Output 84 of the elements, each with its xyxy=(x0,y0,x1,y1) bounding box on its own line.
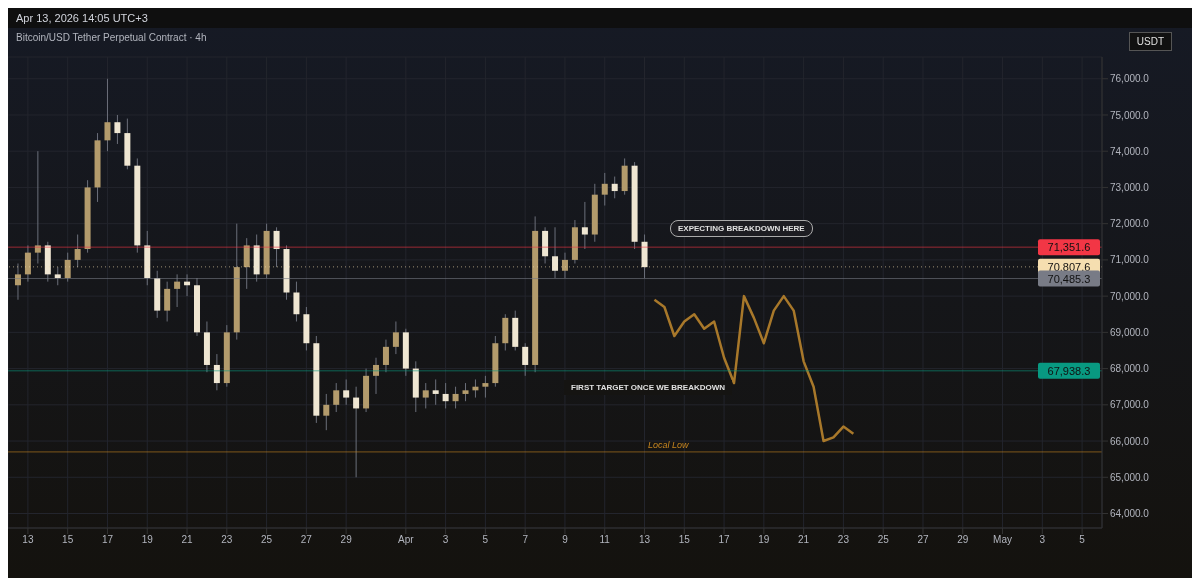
ref-line-label: Local Low xyxy=(648,439,690,450)
x-tick-label: 13 xyxy=(22,534,34,546)
candlestick xyxy=(34,150,41,265)
candlestick xyxy=(432,378,439,406)
candlestick xyxy=(243,237,250,290)
x-tick-label: 25 xyxy=(877,534,890,546)
candlestick xyxy=(482,375,489,399)
x-tick-label: 19 xyxy=(758,534,770,546)
x-tick-label: 13 xyxy=(638,534,651,546)
x-tick-label: 27 xyxy=(300,534,313,546)
annotation: EXPECTING BREAKDOWN HERE xyxy=(670,220,813,237)
x-tick-label: 29 xyxy=(957,534,969,546)
y-tick-label: 66,000.0 xyxy=(1110,435,1150,447)
x-tick-label: 27 xyxy=(917,534,929,546)
x-tick-label: 9 xyxy=(562,534,569,546)
x-tick-label: Apr xyxy=(398,534,415,546)
candlestick xyxy=(104,78,111,152)
y-tick-label: 67,000.0 xyxy=(1110,399,1150,411)
candlestick xyxy=(273,226,280,268)
ref-line-label: 70,807.6 xyxy=(1047,260,1091,273)
candlestick xyxy=(293,281,300,322)
x-tick-label: 17 xyxy=(101,534,114,546)
y-tick-label: 76,000.0 xyxy=(1110,73,1150,85)
candlestick xyxy=(422,382,429,409)
text: USDT xyxy=(1128,32,1172,51)
candlestick xyxy=(452,386,459,409)
y-tick-label: 69,000.0 xyxy=(1110,326,1150,338)
x-tick-label: 3 xyxy=(1039,534,1046,546)
x-tick-label: 17 xyxy=(718,534,731,546)
candlestick xyxy=(462,382,469,402)
ref-line-label: 71,351.6 xyxy=(1047,241,1091,254)
candlestick xyxy=(323,393,330,431)
candlestick xyxy=(373,357,380,395)
candlestick xyxy=(353,386,360,478)
candlestick xyxy=(54,266,61,286)
x-tick-label: 15 xyxy=(678,534,691,546)
candlestick xyxy=(611,176,618,199)
x-tick-label: 21 xyxy=(798,534,810,546)
y-tick-label: 64,000.0 xyxy=(1110,508,1150,520)
candlestick xyxy=(392,320,399,355)
candlestick xyxy=(213,353,220,391)
candlestick xyxy=(382,339,389,373)
x-tick-label: 15 xyxy=(62,534,74,546)
candlestick xyxy=(442,382,449,409)
x-tick-label: 11 xyxy=(599,534,611,546)
x-tick-label: 25 xyxy=(261,534,273,546)
candlestick xyxy=(333,382,340,413)
candlestick xyxy=(74,234,81,268)
candlestick xyxy=(343,378,350,406)
x-tick-label: 5 xyxy=(482,534,489,546)
chart-subtitle: Apr 13, 2026 14:05 UTC+3 xyxy=(8,8,1192,28)
x-tick-label: May xyxy=(993,534,1012,546)
y-tick-label: 73,000.0 xyxy=(1110,181,1150,193)
candlestick xyxy=(164,281,171,322)
candlestick xyxy=(581,201,588,250)
x-tick-label: 5 xyxy=(1079,534,1086,546)
x-tick-label: 19 xyxy=(141,534,154,546)
x-tick-label: 3 xyxy=(442,534,449,546)
chart-title: Bitcoin/USD Tether Perpetual Contract · 4h xyxy=(16,32,207,43)
x-tick-label: 23 xyxy=(221,534,233,546)
y-tick-label: 75,000.0 xyxy=(1110,109,1150,121)
ref-line-label: 67,938.3 xyxy=(1047,364,1091,377)
x-tick-label: 21 xyxy=(181,534,194,546)
candlestick xyxy=(522,342,529,377)
candlestick xyxy=(64,252,71,283)
y-tick-label: 70,000.0 xyxy=(1110,290,1150,302)
candlestick xyxy=(14,263,21,301)
candlestick xyxy=(552,226,559,279)
x-tick-label: 7 xyxy=(522,534,529,546)
candlestick xyxy=(561,252,568,279)
x-tick-label: 23 xyxy=(837,534,850,546)
candlestick xyxy=(601,172,608,207)
ref-line-label: 70,485.3 xyxy=(1047,272,1091,285)
y-tick-label: 71,000.0 xyxy=(1110,254,1150,266)
y-tick-label: 74,000.0 xyxy=(1110,145,1150,157)
y-tick-label: 68,000.0 xyxy=(1110,363,1150,375)
line-series xyxy=(653,294,855,443)
y-tick-label: 72,000.0 xyxy=(1110,218,1150,230)
candlestick xyxy=(114,114,121,145)
annotation: FIRST TARGET ONCE WE BREAKDOWN xyxy=(564,380,733,395)
candlestick xyxy=(24,244,31,283)
candlestick xyxy=(174,273,181,308)
y-tick-label: 65,000.0 xyxy=(1110,471,1150,483)
x-tick-label: 29 xyxy=(340,534,353,546)
